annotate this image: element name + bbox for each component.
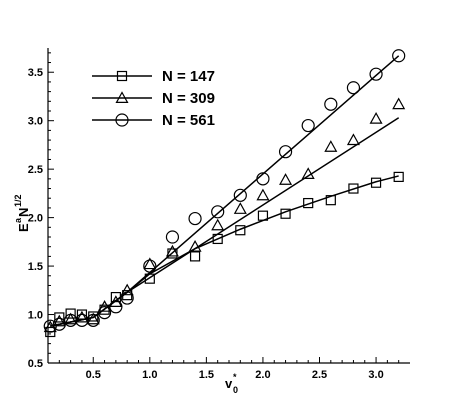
data-point-square xyxy=(280,208,291,219)
y-axis-label-sup: a xyxy=(13,217,23,223)
x-tick-label: 1.0 xyxy=(142,369,157,381)
data-point-circle xyxy=(64,313,78,327)
data-point-circle xyxy=(143,259,157,273)
data-point-circle xyxy=(211,205,225,219)
data-point-square xyxy=(189,251,201,262)
y-tick-label: 1.0 xyxy=(28,310,43,322)
data-point-triangle xyxy=(392,97,406,110)
legend-marker-triangle xyxy=(115,91,129,104)
y-axis-label-sup2: 1/2 xyxy=(13,194,23,207)
data-point-circle xyxy=(75,313,89,327)
x-tick-label: 2.5 xyxy=(312,369,327,381)
data-point-circle xyxy=(86,313,100,327)
data-point-triangle xyxy=(98,300,112,312)
data-point-triangle xyxy=(233,202,247,214)
data-point-square xyxy=(348,183,359,194)
x-axis-label-sup: * xyxy=(233,372,237,382)
y-ticks: 0.5 1.0 1.5 2.0 2.5 3.0 3.5 xyxy=(28,52,54,370)
y-axis-label-main: E xyxy=(16,223,31,232)
data-point-triangle xyxy=(279,173,293,185)
data-point-triangle xyxy=(143,257,157,270)
data-point-triangle xyxy=(43,320,57,333)
data-point-square xyxy=(393,171,404,183)
fit-lines xyxy=(50,55,400,327)
y-tick-label: 1.5 xyxy=(28,261,43,273)
data-point-triangle xyxy=(75,310,89,323)
data-point-circle xyxy=(43,319,57,333)
data-point-triangle xyxy=(86,312,100,325)
data-point-square xyxy=(110,291,121,303)
y-tick-label: 3.0 xyxy=(28,116,43,128)
fit-line-triangle xyxy=(50,117,400,327)
fit-line-square xyxy=(50,175,399,327)
x-tick-label: 3.0 xyxy=(368,369,383,381)
data-point-circle xyxy=(369,67,383,81)
data-point-circle xyxy=(97,306,112,320)
data-point-square xyxy=(144,273,155,284)
data-point-circle xyxy=(256,172,270,186)
axes xyxy=(47,48,410,364)
data-point-triangle xyxy=(52,314,66,327)
data-point-circle xyxy=(346,81,361,95)
data-point-triangle xyxy=(64,312,78,325)
data-point-triangle xyxy=(369,112,383,124)
x-tick-label: 2.0 xyxy=(255,369,270,381)
legend-marker-square xyxy=(116,70,128,82)
data-point-square xyxy=(235,225,246,236)
x-axis-label: v * 0 xyxy=(225,372,238,395)
y-axis-label-main2: N xyxy=(16,208,31,217)
data-point-circle xyxy=(324,97,338,111)
data-point-circle xyxy=(188,211,202,226)
data-point-square xyxy=(370,177,382,188)
x-axis-label-main: v xyxy=(225,376,233,391)
data-point-square xyxy=(76,309,88,320)
data-point-triangle xyxy=(211,218,225,231)
data-point-circle xyxy=(165,230,180,244)
x-tick-label: 1.5 xyxy=(199,369,214,381)
data-point-circle xyxy=(278,145,293,159)
legend: N = 147 N = 309 N = 561 xyxy=(92,68,215,129)
data-point-square xyxy=(325,195,336,206)
data-point-triangle xyxy=(301,167,315,179)
x-tick-label: 0.5 xyxy=(86,369,101,381)
data-point-square xyxy=(65,308,76,319)
legend-marker-circle xyxy=(115,113,129,127)
data-point-triangle xyxy=(346,133,360,146)
y-tick-label: 2.0 xyxy=(28,213,43,225)
y-tick-label: 2.5 xyxy=(28,164,43,176)
data-point-square xyxy=(303,197,314,209)
data-point-square xyxy=(54,312,65,323)
data-point-triangle xyxy=(165,244,179,257)
data-point-circle xyxy=(392,49,406,63)
data-point-triangle xyxy=(256,188,270,201)
data-point-triangle xyxy=(188,239,202,252)
x-axis-label-sub: 0 xyxy=(233,385,238,395)
data-point-circle xyxy=(109,300,123,314)
legend-label: N = 147 xyxy=(162,68,215,85)
data-point-circle xyxy=(120,291,134,305)
data-point-triangle xyxy=(324,140,338,152)
y-axis-label: E a N 1/2 xyxy=(13,194,31,232)
data-points xyxy=(43,49,406,338)
data-point-triangle xyxy=(120,283,134,296)
y-tick-label: 0.5 xyxy=(28,358,43,370)
legend-label: N = 561 xyxy=(162,112,215,129)
y-tick-label: 3.5 xyxy=(28,67,43,79)
data-point-circle xyxy=(301,118,315,133)
data-point-square xyxy=(212,233,223,245)
data-point-square xyxy=(257,210,269,221)
data-point-circle xyxy=(233,188,247,202)
x-ticks: 0.5 1.0 1.5 2.0 2.5 3.0 xyxy=(58,357,400,381)
legend-label: N = 309 xyxy=(162,90,215,107)
